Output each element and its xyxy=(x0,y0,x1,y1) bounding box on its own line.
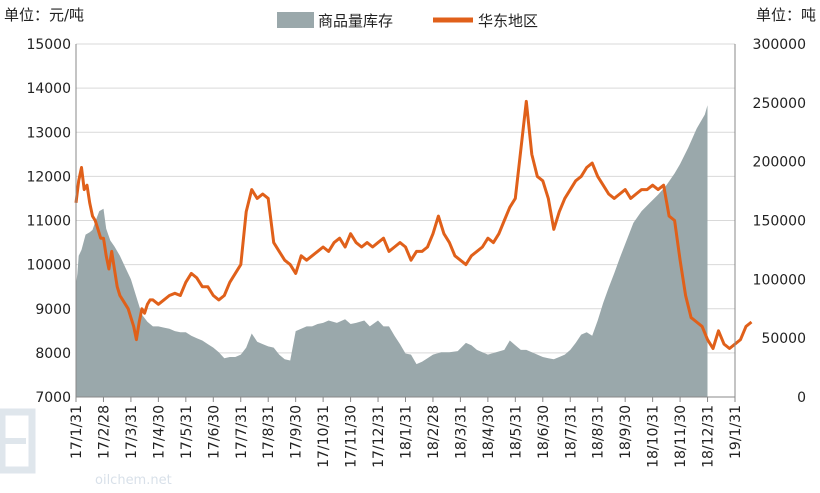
x-tick-label: 17/10/31 xyxy=(316,405,332,468)
x-tick-label: 17/4/30 xyxy=(151,405,167,459)
left-tick-label: 7000 xyxy=(35,390,71,406)
right-tick-label: 200000 xyxy=(753,155,806,171)
right-tick-label: 300000 xyxy=(753,37,806,53)
x-tick-label: 17/1/31 xyxy=(69,405,85,459)
right-tick-label: 100000 xyxy=(753,272,806,288)
left-axis-ticks: 7000 8000 9000 10000 11000 12000 13000 14000 150… xyxy=(26,37,71,406)
price-line-layer xyxy=(74,99,753,350)
x-tick-label: 18/9/30 xyxy=(618,405,634,459)
right-tick-label: 0 xyxy=(797,390,806,406)
x-tick-label: 17/8/31 xyxy=(261,405,277,459)
x-tick-label: 17/7/31 xyxy=(234,405,250,459)
x-tick-label: 17/2/28 xyxy=(96,405,112,459)
x-tick-label: 18/11/30 xyxy=(673,405,689,468)
right-tick-label: 250000 xyxy=(753,96,806,112)
left-tick-label: 15000 xyxy=(26,37,71,53)
left-axis-unit: 单位：元/吨 xyxy=(4,6,84,24)
left-tick-label: 8000 xyxy=(35,346,71,362)
right-tick-label: 50000 xyxy=(761,331,806,347)
x-tick-label: 18/2/28 xyxy=(426,405,442,459)
x-tick-label: 17/6/30 xyxy=(206,405,222,459)
right-axis-unit: 单位：吨 xyxy=(756,6,816,24)
legend-label-price: 华东地区 xyxy=(478,12,538,30)
x-tick-label: 18/7/31 xyxy=(563,405,579,459)
x-tick-label: 17/3/31 xyxy=(124,405,140,459)
x-tick-label: 18/8/31 xyxy=(591,405,607,459)
watermark-logo: oilchem.net xyxy=(0,408,172,488)
legend-label-stock: 商品量库存 xyxy=(318,12,393,30)
x-tick-label: 17/9/30 xyxy=(289,405,305,459)
left-tick-label: 9000 xyxy=(35,302,71,318)
left-tick-label: 12000 xyxy=(26,169,71,185)
x-tick-label: 17/12/31 xyxy=(371,405,387,468)
x-tick-label: 18/4/30 xyxy=(481,405,497,459)
stock-area xyxy=(76,105,708,397)
x-tick-label: 17/11/30 xyxy=(344,405,360,468)
x-tick-label: 18/10/31 xyxy=(646,405,662,468)
x-tick-label: 18/3/31 xyxy=(453,405,469,459)
right-axis-ticks: 0 50000 100000 150000 200000 250000 300000 xyxy=(753,37,806,406)
x-tick-label: 19/1/31 xyxy=(728,405,744,459)
x-tick-label: 18/5/31 xyxy=(508,405,524,459)
left-tick-label: 10000 xyxy=(26,258,71,274)
legend: 商品量库存 华东地区 xyxy=(277,12,538,30)
x-tick-label: 17/5/31 xyxy=(179,405,195,459)
x-axis-ticks: 17/1/31 17/2/28 17/3/31 17/4/30 17/5/31 17/6/… xyxy=(69,397,744,468)
price-line xyxy=(74,99,753,350)
x-tick-label: 18/12/31 xyxy=(701,405,717,468)
x-tick-label: 18/6/30 xyxy=(536,405,552,459)
left-tick-label: 13000 xyxy=(26,125,71,141)
watermark-text: oilchem.net xyxy=(95,473,172,488)
right-tick-label: 150000 xyxy=(753,214,806,230)
left-tick-label: 14000 xyxy=(26,81,71,97)
left-tick-label: 11000 xyxy=(26,214,71,230)
legend-swatch-stock xyxy=(277,12,314,28)
stock-area-layer xyxy=(76,105,708,397)
x-tick-label: 18/1/31 xyxy=(399,405,415,459)
